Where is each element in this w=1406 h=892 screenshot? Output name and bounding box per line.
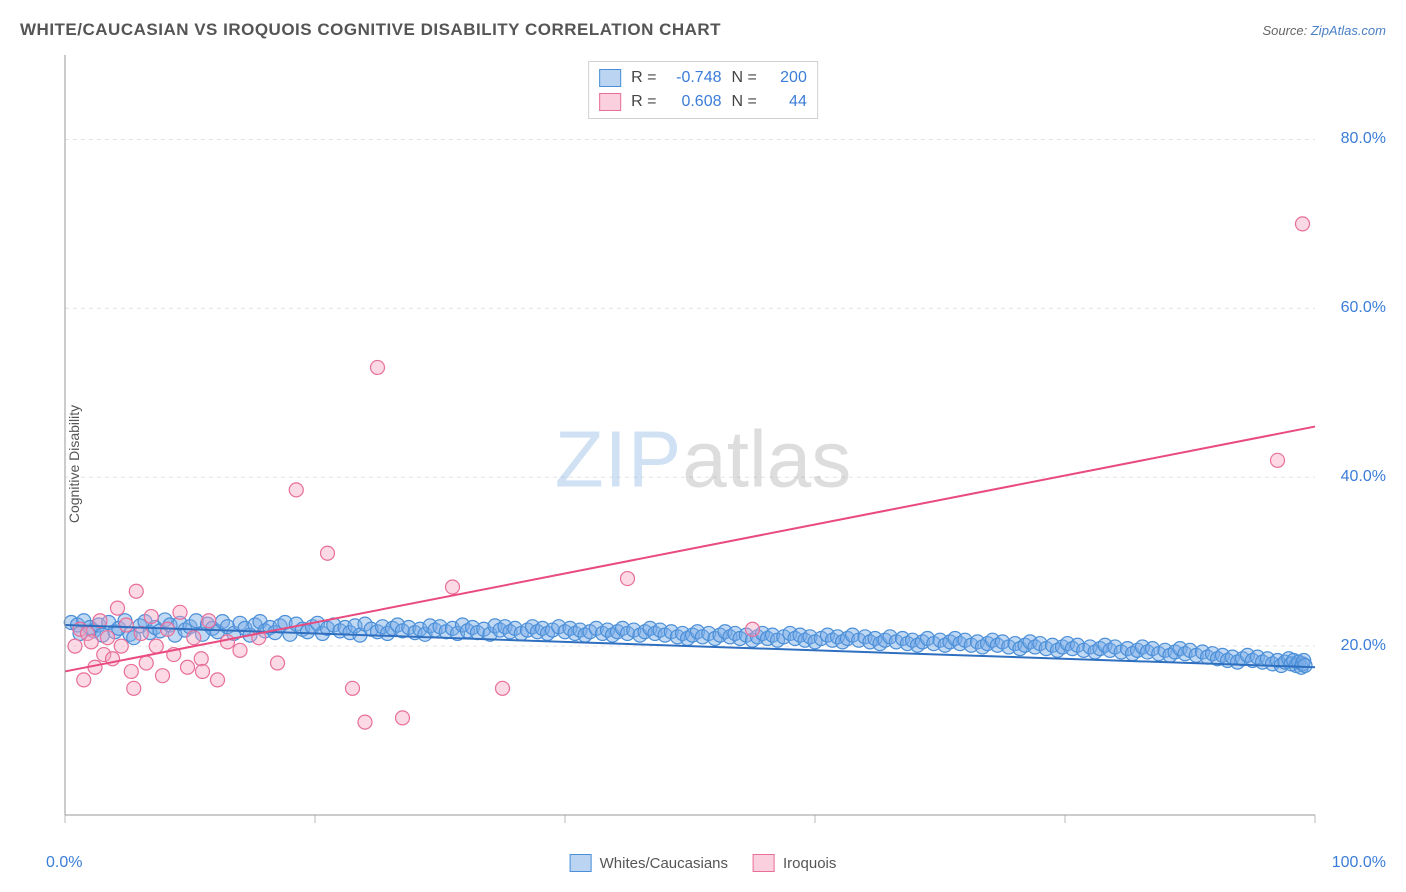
legend-swatch — [599, 93, 621, 111]
x-min-label: 0.0% — [46, 854, 82, 872]
correlation-legend: R = -0.748 N = 200 R = 0.608 N = 44 — [588, 61, 818, 119]
r-label: R = — [631, 66, 656, 90]
chart-source: Source: ZipAtlas.com — [1262, 23, 1386, 38]
chart-header: WHITE/CAUCASIAN VS IROQUOIS COGNITIVE DI… — [20, 20, 1386, 40]
chart-title: WHITE/CAUCASIAN VS IROQUOIS COGNITIVE DI… — [20, 20, 721, 40]
scatter-chart — [20, 55, 1386, 872]
y-axis-label: Cognitive Disability — [66, 404, 82, 522]
source-link[interactable]: ZipAtlas.com — [1311, 23, 1386, 38]
n-value: 44 — [767, 90, 807, 114]
correlation-row: R = 0.608 N = 44 — [599, 90, 807, 114]
correlation-row: R = -0.748 N = 200 — [599, 66, 807, 90]
r-value: 0.608 — [667, 90, 722, 114]
legend-item: Iroquois — [753, 854, 836, 872]
x-max-label: 100.0% — [1332, 854, 1386, 872]
n-label: N = — [732, 90, 757, 114]
y-tick-label: 40.0% — [1341, 468, 1386, 486]
y-tick-label: 60.0% — [1341, 299, 1386, 317]
source-prefix: Source: — [1262, 23, 1310, 38]
y-tick-label: 80.0% — [1341, 130, 1386, 148]
y-tick-label: 20.0% — [1341, 637, 1386, 655]
legend-swatch — [753, 854, 775, 872]
legend-swatch — [599, 69, 621, 87]
series-legend: Whites/Caucasians Iroquois — [570, 854, 837, 872]
n-value: 200 — [767, 66, 807, 90]
legend-swatch — [570, 854, 592, 872]
n-label: N = — [732, 66, 757, 90]
legend-label: Iroquois — [783, 855, 836, 872]
r-label: R = — [631, 90, 656, 114]
legend-label: Whites/Caucasians — [600, 855, 728, 872]
r-value: -0.748 — [667, 66, 722, 90]
legend-item: Whites/Caucasians — [570, 854, 728, 872]
chart-container: Cognitive Disability ZIPatlas R =-0.748N… — [20, 55, 1386, 872]
